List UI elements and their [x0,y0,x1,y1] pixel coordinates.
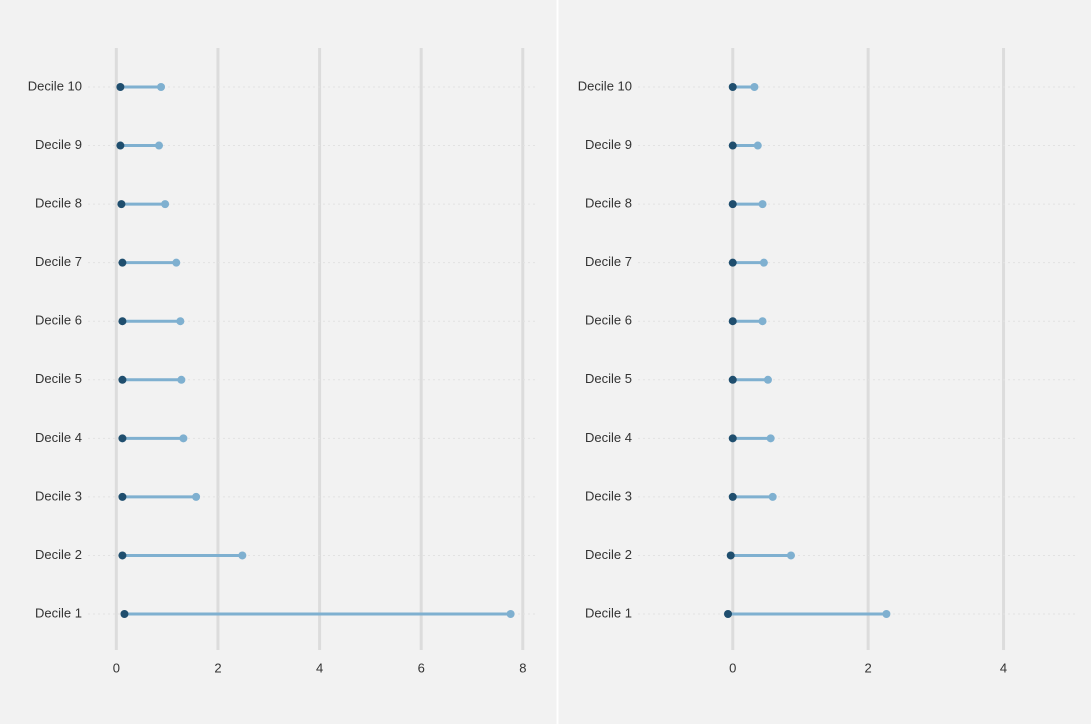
end-point [766,434,775,443]
y-tick-label: Decile 8 [585,196,632,211]
y-tick-label: Decile 8 [35,196,82,211]
start-point [728,200,737,209]
x-tick-label: 0 [113,660,120,675]
start-point [118,551,127,560]
start-point [118,258,127,267]
start-point [728,83,737,91]
start-point [117,200,126,209]
x-tick-label: 4 [1000,660,1007,675]
start-point [728,492,737,501]
y-tick-label: Decile 6 [585,313,632,328]
start-point [120,610,129,618]
end-point [192,492,201,501]
y-tick-label: Decile 5 [35,371,82,386]
end-point [172,258,181,267]
start-point [728,141,737,150]
start-point [728,375,737,384]
start-point [724,610,733,618]
end-point [758,317,767,326]
start-point [116,141,125,150]
y-tick-label: Decile 6 [35,313,82,328]
y-tick-label: Decile 7 [585,254,632,269]
y-tick-label: Decile 3 [585,488,632,503]
start-point [116,83,125,91]
start-point [728,258,737,267]
end-point [155,141,164,150]
y-tick-label: Decile 5 [585,371,632,386]
y-tick-label: Decile 10 [578,78,632,93]
end-point [758,200,767,209]
start-point [118,492,127,501]
y-tick-label: Decile 9 [35,137,82,152]
x-tick-label: 0 [729,660,736,675]
end-point [238,551,247,560]
end-point [759,258,768,267]
start-point [118,375,127,384]
end-point [753,141,762,150]
end-point [750,83,759,91]
end-point [763,375,772,384]
start-point [728,317,737,326]
y-tick-label: Decile 1 [35,605,82,620]
y-tick-label: Decile 3 [35,488,82,503]
end-point [506,610,515,618]
x-tick-label: 2 [214,660,221,675]
x-tick-label: 2 [865,660,872,675]
end-point [179,434,188,443]
x-tick-label: 8 [519,660,526,675]
end-point [161,200,170,209]
y-tick-label: Decile 4 [585,430,632,445]
y-tick-label: Decile 2 [585,547,632,562]
start-point [728,434,737,443]
start-point [118,434,127,443]
y-tick-label: Decile 10 [28,78,82,93]
start-point [726,551,735,560]
x-tick-label: 6 [418,660,425,675]
end-point [882,610,891,618]
y-tick-label: Decile 1 [585,605,632,620]
y-tick-label: Decile 4 [35,430,82,445]
end-point [176,317,185,326]
end-point [786,551,795,560]
y-tick-label: Decile 7 [35,254,82,269]
end-point [157,83,166,91]
end-point [177,375,186,384]
y-tick-label: Decile 9 [585,137,632,152]
y-tick-label: Decile 2 [35,547,82,562]
end-point [768,492,777,501]
x-tick-label: 4 [316,660,323,675]
start-point [118,317,127,326]
